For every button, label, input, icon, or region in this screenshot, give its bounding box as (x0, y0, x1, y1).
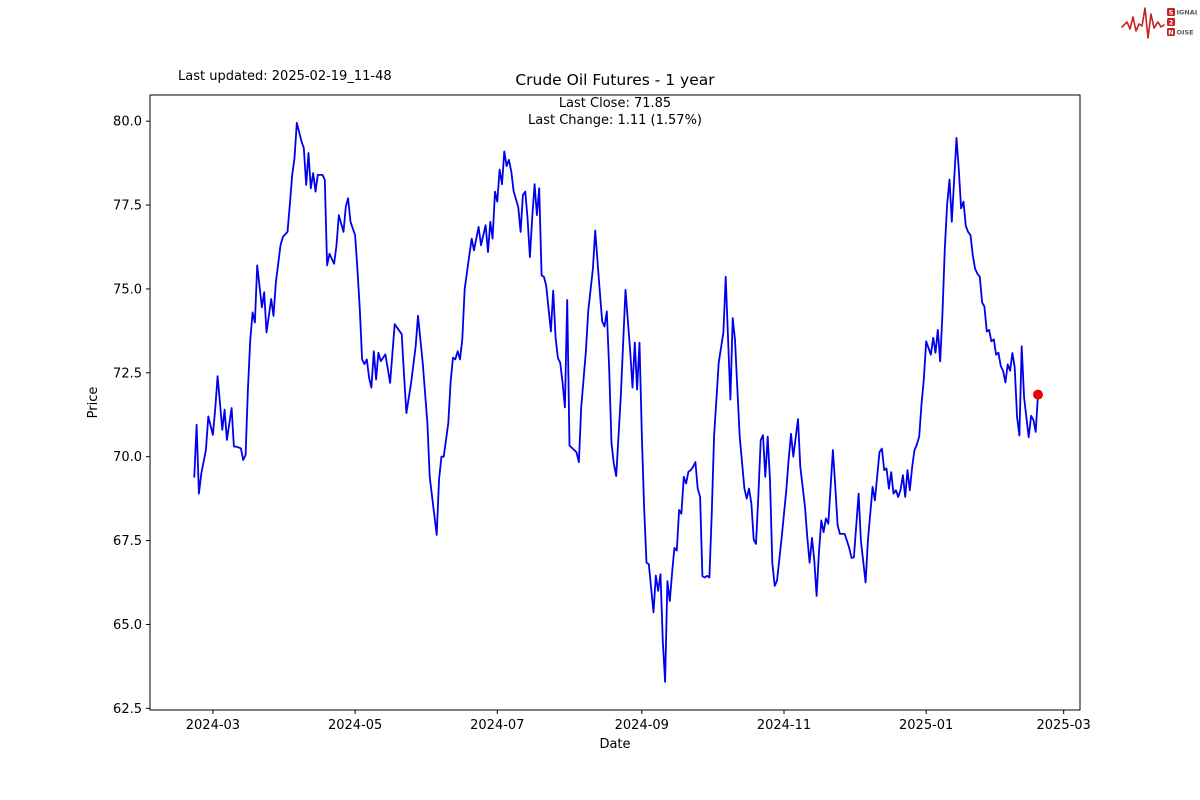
y-axis-label: Price (86, 387, 101, 419)
x-tick-label: 2025-03 (1037, 718, 1091, 733)
logo-word2-rest: OISE (1177, 29, 1194, 37)
y-tick-label: 75.0 (113, 282, 142, 297)
y-tick-label: 77.5 (113, 199, 142, 214)
x-tick-label: 2024-11 (757, 718, 811, 733)
plot-border (149, 94, 1081, 711)
signal2noise-logo: S IGNAL 2 N OISE (1121, 3, 1199, 45)
logo-n-box (1167, 28, 1175, 36)
x-axis-label: Date (599, 737, 630, 752)
logo-n-letter: N (1168, 29, 1173, 37)
logo-s-box (1167, 8, 1175, 16)
logo-2-box (1167, 18, 1175, 26)
logo-s-letter: S (1169, 9, 1174, 17)
x-tick-label: 2024-05 (328, 718, 382, 733)
last-close-text: Last Close: 71.85 (558, 96, 672, 111)
chart-annotation: Last Close: 71.85 Last Change: 1.11 (1.5… (150, 95, 1080, 129)
x-tick-label: 2024-03 (186, 718, 240, 733)
y-tick-label: 62.5 (113, 702, 142, 717)
price-line (193, 121, 1039, 683)
y-tick-label: 70.0 (113, 450, 142, 465)
last-change-text: Last Change: 1.11 (1.57%) (527, 113, 702, 128)
x-tick-label: 2024-09 (615, 718, 669, 733)
heartbeat-waveform-icon (1121, 7, 1165, 39)
last-close-marker (1033, 389, 1043, 400)
chart-title: Crude Oil Futures - 1 year (515, 71, 715, 89)
y-tick-label: 72.5 (113, 366, 142, 381)
last-updated-text: Last updated: 2025-02-19_11-48 (178, 69, 392, 84)
x-tick-label: 2025-01 (899, 718, 953, 733)
y-tick-label: 65.0 (113, 618, 142, 633)
y-tick-label: 67.5 (113, 534, 142, 549)
logo-word1-rest: IGNAL (1177, 9, 1198, 17)
x-tick-label: 2024-07 (470, 718, 524, 733)
y-tick-label: 80.0 (113, 115, 142, 130)
logo-2-digit: 2 (1169, 19, 1174, 27)
